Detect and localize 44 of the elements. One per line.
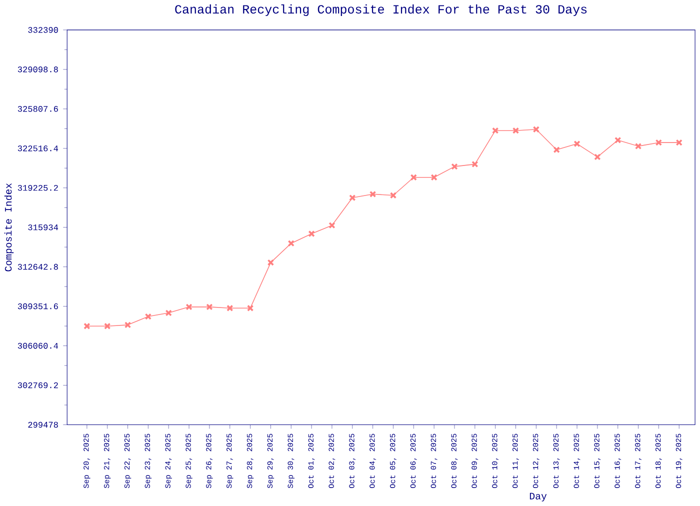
x-axis-title: Day — [530, 492, 547, 502]
y-tick-label: 306060.4 — [18, 342, 58, 349]
point — [492, 127, 499, 134]
chart-title: Canadian Recycling Composite Index For the Past 30 Days — [175, 4, 587, 16]
point — [267, 259, 274, 266]
y-tick-label: 329098.8 — [18, 66, 58, 72]
point — [390, 192, 397, 199]
point — [186, 304, 192, 310]
point — [676, 139, 682, 146]
point — [104, 322, 111, 330]
point — [655, 139, 662, 146]
y-tick-label: 315934 — [28, 224, 58, 230]
point — [84, 322, 90, 330]
point — [451, 163, 458, 170]
point — [308, 230, 315, 238]
point — [288, 240, 294, 247]
y-tick-label: 319225.2 — [18, 184, 58, 191]
point — [226, 304, 234, 312]
point — [246, 304, 254, 312]
point — [165, 310, 172, 316]
y-tick-label: 325807.6 — [18, 106, 58, 112]
point — [634, 142, 642, 150]
point — [430, 174, 438, 181]
point — [614, 136, 622, 144]
point — [349, 194, 356, 202]
point — [512, 127, 520, 134]
point — [410, 174, 417, 181]
y-tick-label: 309351.6 — [18, 303, 58, 310]
point — [574, 140, 580, 148]
point — [472, 160, 478, 168]
y-tick-label: 322516.4 — [18, 145, 58, 152]
point — [206, 304, 213, 310]
y-tick-label: 302769.2 — [18, 382, 58, 388]
point — [553, 146, 560, 154]
point — [124, 322, 132, 328]
point — [532, 126, 540, 133]
y-axis-title: Composite Index — [4, 183, 14, 272]
point — [594, 154, 601, 160]
point — [144, 313, 152, 320]
y-tick-label: 312642.8 — [18, 264, 58, 270]
y-tick-label: 299478 — [28, 422, 58, 428]
y-tick-label: 332390 — [28, 26, 58, 33]
point — [328, 222, 336, 229]
point — [369, 190, 376, 198]
